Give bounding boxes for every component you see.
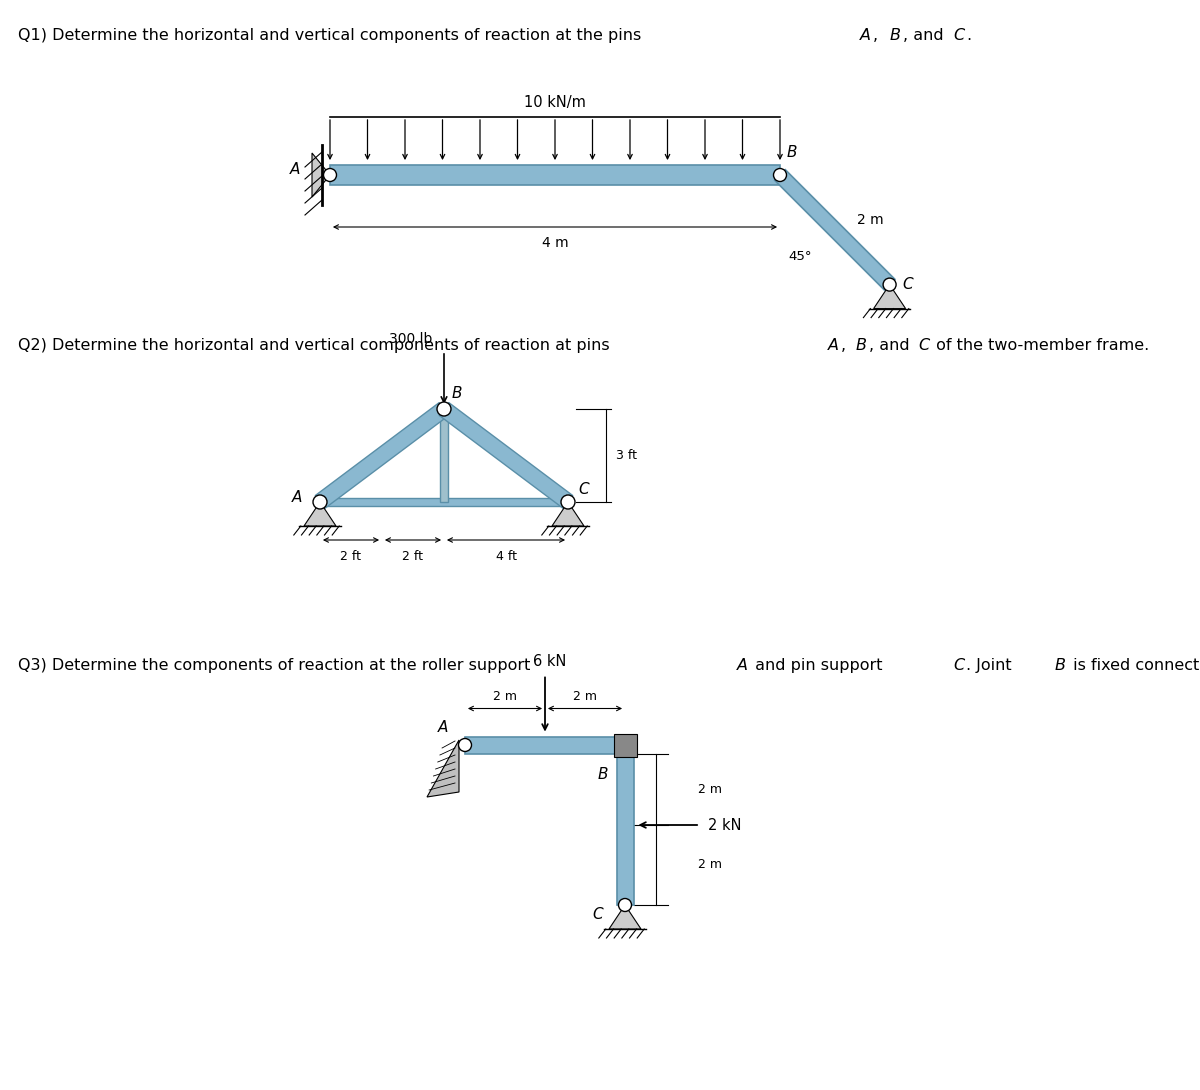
Polygon shape [610, 905, 641, 929]
Text: 300 lb: 300 lb [389, 332, 432, 346]
Text: 2 m: 2 m [493, 690, 517, 702]
Text: B: B [1055, 658, 1066, 673]
Polygon shape [874, 284, 906, 308]
Circle shape [562, 495, 575, 509]
Text: 2 m: 2 m [857, 213, 883, 227]
Text: C: C [593, 907, 604, 922]
Polygon shape [466, 737, 634, 753]
Text: C: C [918, 338, 929, 353]
Polygon shape [304, 502, 336, 526]
Text: 2 m: 2 m [574, 690, 598, 702]
Text: A: A [828, 338, 839, 353]
Circle shape [458, 739, 472, 751]
Polygon shape [439, 402, 572, 508]
Text: 10 kN/m: 10 kN/m [524, 95, 586, 110]
Polygon shape [440, 409, 448, 502]
Polygon shape [775, 170, 895, 290]
Text: 2 ft: 2 ft [341, 550, 361, 564]
Polygon shape [552, 502, 584, 526]
Text: 2 m: 2 m [698, 783, 722, 796]
Text: B: B [452, 386, 462, 401]
Text: C: C [578, 482, 589, 497]
Text: ,: , [874, 28, 883, 43]
Text: , and: , and [869, 338, 914, 353]
Text: 45°: 45° [788, 250, 811, 263]
Text: , and: , and [902, 28, 949, 43]
Text: .: . [966, 28, 971, 43]
Circle shape [883, 278, 896, 291]
Text: and pin support: and pin support [750, 658, 888, 673]
Text: 2 kN: 2 kN [708, 818, 742, 833]
Circle shape [313, 495, 326, 509]
Text: A: A [737, 658, 748, 673]
Text: . Joint: . Joint [966, 658, 1016, 673]
Circle shape [774, 169, 786, 182]
Circle shape [618, 898, 631, 911]
Text: A: A [289, 162, 300, 178]
Text: A: A [438, 720, 448, 735]
Text: of the two-member frame.: of the two-member frame. [931, 338, 1150, 353]
Polygon shape [320, 498, 568, 506]
Polygon shape [312, 153, 330, 197]
Text: C: C [902, 277, 913, 292]
Text: is fixed connected.: is fixed connected. [1068, 658, 1200, 673]
Text: B: B [787, 145, 798, 160]
Text: 3 ft: 3 ft [616, 449, 637, 462]
Text: B: B [856, 338, 866, 353]
Text: 6 kN: 6 kN [533, 654, 566, 669]
Text: 4 m: 4 m [541, 237, 569, 250]
Text: 4 ft: 4 ft [496, 550, 516, 564]
Text: C: C [953, 658, 964, 673]
Text: B: B [598, 767, 608, 782]
Text: Q2) Determine the horizontal and vertical components of reaction at pins: Q2) Determine the horizontal and vertica… [18, 338, 614, 353]
Text: B: B [890, 28, 901, 43]
Polygon shape [316, 402, 449, 508]
Circle shape [324, 169, 336, 182]
Polygon shape [330, 165, 780, 185]
Text: 2 ft: 2 ft [402, 550, 424, 564]
Text: A: A [860, 28, 871, 43]
Text: Q3) Determine the components of reaction at the roller support: Q3) Determine the components of reaction… [18, 658, 535, 673]
Circle shape [437, 402, 451, 416]
Text: 2 m: 2 m [698, 859, 722, 872]
Text: ,: , [841, 338, 851, 353]
Polygon shape [617, 753, 634, 905]
Polygon shape [427, 740, 460, 797]
Text: C: C [953, 28, 964, 43]
Text: A: A [292, 489, 302, 505]
Bar [613, 734, 636, 756]
Text: Q1) Determine the horizontal and vertical components of reaction at the pins: Q1) Determine the horizontal and vertica… [18, 28, 647, 43]
